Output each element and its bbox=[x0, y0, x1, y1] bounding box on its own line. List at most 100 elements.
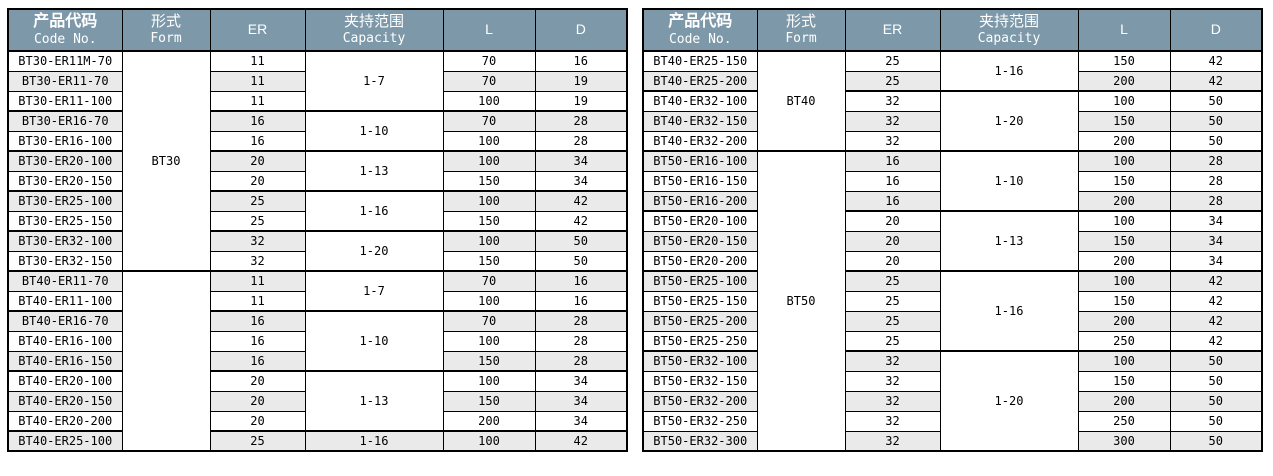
table-row: BT40-ER16-150 16 150 28 bbox=[7, 350, 628, 372]
length-cell: 100 bbox=[1077, 150, 1171, 172]
length-cell: 150 bbox=[1077, 370, 1171, 392]
er-cell: 16 bbox=[209, 330, 306, 352]
diameter-cell: 28 bbox=[1169, 190, 1263, 212]
capacity-cell: 1-20 bbox=[939, 350, 1079, 452]
table-row: BT50-ER20-200 20 200 34 bbox=[642, 250, 1263, 272]
table-row: BT50-ER16-150 16 150 28 bbox=[642, 170, 1263, 192]
table-row: BT50-ER16-100 BT50 16 1-10 100 28 bbox=[642, 150, 1263, 452]
er-cell: 20 bbox=[209, 150, 306, 172]
header-capacity: 夹持范围 Capacity bbox=[939, 8, 1079, 52]
length-cell: 100 bbox=[1077, 270, 1171, 292]
diameter-cell: 50 bbox=[1169, 90, 1263, 112]
code-cell: BT30-ER20-100 bbox=[7, 150, 123, 172]
length-cell: 200 bbox=[1077, 390, 1171, 412]
header-er: ER bbox=[209, 8, 306, 52]
diameter-cell: 16 bbox=[534, 50, 628, 72]
length-cell: 250 bbox=[1077, 330, 1171, 352]
table-row: BT40-ER16-100 16 100 28 bbox=[7, 330, 628, 352]
length-cell: 200 bbox=[1077, 310, 1171, 332]
diameter-cell: 28 bbox=[1169, 150, 1263, 172]
er-cell: 32 bbox=[844, 350, 941, 372]
capacity-cell: 1-10 bbox=[939, 150, 1079, 212]
table-row: BT50-ER20-150 20 150 34 bbox=[642, 230, 1263, 252]
length-cell: 100 bbox=[442, 430, 536, 452]
header-l: L bbox=[1077, 8, 1171, 52]
length-cell: 70 bbox=[442, 310, 536, 332]
er-cell: 25 bbox=[209, 190, 306, 212]
er-cell: 32 bbox=[844, 430, 941, 452]
code-cell: BT50-ER32-200 bbox=[642, 390, 758, 412]
header-capacity-label: 夹持范围 bbox=[343, 12, 404, 30]
er-cell: 11 bbox=[209, 90, 306, 112]
length-cell: 200 bbox=[1077, 130, 1171, 152]
table-row: BT40-ER16-70 16 1-10 70 28 bbox=[7, 310, 628, 372]
er-cell: 11 bbox=[209, 270, 306, 292]
table-row: BT30-ER20-150 20 150 34 bbox=[7, 170, 628, 192]
length-cell: 100 bbox=[442, 230, 536, 252]
diameter-cell: 50 bbox=[1169, 130, 1263, 152]
diameter-cell: 42 bbox=[1169, 50, 1263, 72]
table-row: BT40-ER20-100 20 1-13 100 34 bbox=[7, 370, 628, 432]
capacity-cell: 1-13 bbox=[304, 370, 444, 432]
code-cell: BT50-ER32-250 bbox=[642, 410, 758, 432]
table-row: BT30-ER16-70 16 1-10 70 28 bbox=[7, 110, 628, 152]
header-form-label: 形式 bbox=[785, 12, 816, 30]
diameter-cell: 42 bbox=[534, 210, 628, 232]
code-cell: BT40-ER25-200 bbox=[642, 70, 758, 92]
code-cell: BT50-ER16-150 bbox=[642, 170, 758, 192]
diameter-cell: 28 bbox=[1169, 170, 1263, 192]
diameter-cell: 16 bbox=[534, 290, 628, 312]
table-header: 产品代码 Code No. 形式 Form ER 夹持范围 Capacity L D bbox=[642, 8, 1263, 52]
code-cell: BT30-ER11M-70 bbox=[7, 50, 123, 72]
length-cell: 150 bbox=[442, 210, 536, 232]
length-cell: 200 bbox=[1077, 70, 1171, 92]
table-row: BT50-ER32-100 32 1-20 100 50 bbox=[642, 350, 1263, 452]
code-cell: BT30-ER16-70 bbox=[7, 110, 123, 132]
length-cell: 100 bbox=[442, 370, 536, 392]
table-row: BT40-ER32-200 32 200 50 bbox=[642, 130, 1263, 152]
er-cell: 25 bbox=[844, 330, 941, 352]
header-code-label: 产品代码 bbox=[668, 12, 733, 30]
diameter-cell: 50 bbox=[1169, 370, 1263, 392]
code-cell: BT30-ER20-150 bbox=[7, 170, 123, 192]
code-cell: BT40-ER20-100 bbox=[7, 370, 123, 392]
header-d-label: D bbox=[1210, 21, 1221, 37]
er-cell: 16 bbox=[844, 170, 941, 192]
header-d: D bbox=[534, 8, 628, 52]
er-cell: 20 bbox=[209, 390, 306, 412]
length-cell: 150 bbox=[442, 390, 536, 412]
header-capacity: 夹持范围 Capacity bbox=[304, 8, 444, 52]
form-cell: BT40 bbox=[756, 50, 846, 152]
diameter-cell: 34 bbox=[534, 390, 628, 412]
header-form: 形式 Form bbox=[756, 8, 846, 52]
length-cell: 150 bbox=[442, 250, 536, 272]
diameter-cell: 42 bbox=[1169, 310, 1263, 332]
length-cell: 100 bbox=[1077, 90, 1171, 112]
diameter-cell: 42 bbox=[534, 190, 628, 212]
er-cell: 32 bbox=[844, 110, 941, 132]
code-cell: BT50-ER25-150 bbox=[642, 290, 758, 312]
header-form: 形式 Form bbox=[121, 8, 211, 52]
capacity-cell: 1-7 bbox=[304, 50, 444, 112]
er-cell: 16 bbox=[844, 190, 941, 212]
er-cell: 32 bbox=[209, 230, 306, 252]
er-cell: 25 bbox=[844, 290, 941, 312]
diameter-cell: 34 bbox=[1169, 210, 1263, 232]
table-row: BT30-ER20-100 20 1-13 100 34 bbox=[7, 150, 628, 192]
capacity-cell: 1-16 bbox=[304, 430, 444, 452]
table-row: BT30-ER25-150 25 150 42 bbox=[7, 210, 628, 232]
header-capacity-label: Capacity bbox=[342, 31, 406, 47]
code-cell: BT50-ER20-100 bbox=[642, 210, 758, 232]
length-cell: 150 bbox=[442, 170, 536, 192]
collet-spec-table-right: 产品代码 Code No. 形式 Form ER 夹持范围 Capacity L D BT40-E… bbox=[642, 8, 1263, 452]
er-cell: 11 bbox=[209, 290, 306, 312]
header-form-label: Form bbox=[150, 31, 182, 47]
diameter-cell: 42 bbox=[1169, 270, 1263, 292]
form-cell bbox=[121, 270, 211, 452]
header-er-label: ER bbox=[247, 21, 268, 37]
table-row: BT30-ER32-150 32 150 50 bbox=[7, 250, 628, 272]
length-cell: 150 bbox=[1077, 50, 1171, 72]
er-cell: 20 bbox=[844, 230, 941, 252]
length-cell: 200 bbox=[442, 410, 536, 432]
er-cell: 20 bbox=[209, 170, 306, 192]
